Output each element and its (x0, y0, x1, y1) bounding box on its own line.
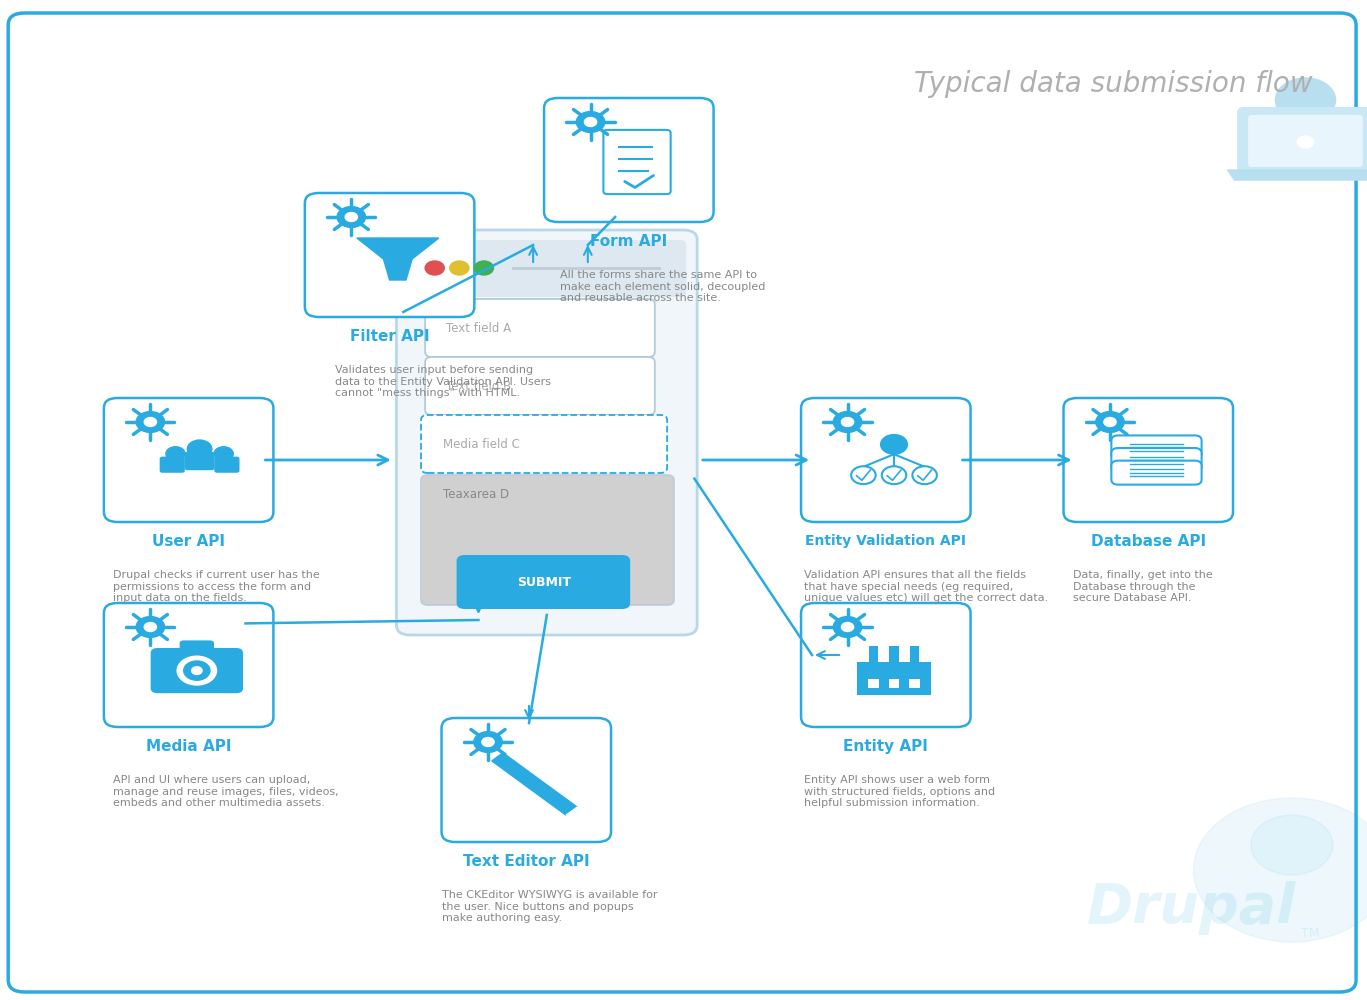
FancyBboxPatch shape (179, 640, 215, 658)
Circle shape (1251, 815, 1333, 875)
Text: Entity Validation API: Entity Validation API (805, 534, 966, 548)
Circle shape (187, 440, 212, 458)
Circle shape (1105, 418, 1115, 426)
Text: Filter API: Filter API (350, 329, 429, 344)
FancyBboxPatch shape (1237, 107, 1367, 175)
FancyBboxPatch shape (1111, 461, 1202, 485)
Text: Validation API ensures that all the fields
that have special needs (eg required,: Validation API ensures that all the fiel… (804, 570, 1048, 603)
Circle shape (425, 261, 444, 275)
Polygon shape (1228, 170, 1367, 180)
FancyBboxPatch shape (8, 13, 1356, 992)
Circle shape (474, 261, 493, 275)
Circle shape (1297, 136, 1314, 148)
Text: Teaxarea D: Teaxarea D (443, 488, 509, 502)
Circle shape (338, 207, 365, 227)
Circle shape (852, 466, 876, 484)
FancyBboxPatch shape (868, 678, 879, 688)
FancyBboxPatch shape (425, 357, 655, 415)
Circle shape (474, 732, 502, 752)
FancyBboxPatch shape (104, 603, 273, 727)
Circle shape (215, 447, 234, 461)
FancyBboxPatch shape (407, 240, 686, 297)
Text: API and UI where users can upload,
manage and reuse images, files, videos,
embed: API and UI where users can upload, manag… (113, 775, 339, 808)
FancyBboxPatch shape (909, 678, 920, 688)
Circle shape (1275, 78, 1336, 122)
Text: Text Editor API: Text Editor API (463, 854, 589, 869)
Circle shape (880, 435, 908, 454)
Circle shape (165, 447, 185, 461)
FancyBboxPatch shape (215, 457, 239, 473)
Polygon shape (357, 238, 439, 259)
FancyBboxPatch shape (801, 603, 971, 727)
Circle shape (191, 667, 202, 674)
FancyBboxPatch shape (1064, 398, 1233, 522)
Text: Text field A: Text field A (446, 322, 511, 334)
FancyBboxPatch shape (185, 452, 215, 470)
Text: User API: User API (152, 534, 226, 549)
Circle shape (882, 466, 906, 484)
FancyBboxPatch shape (603, 130, 671, 194)
Circle shape (137, 412, 164, 432)
FancyBboxPatch shape (909, 646, 920, 662)
Circle shape (585, 118, 596, 126)
Text: Entity API: Entity API (843, 739, 928, 754)
Polygon shape (566, 807, 584, 820)
Text: Database API: Database API (1091, 534, 1206, 549)
FancyBboxPatch shape (421, 475, 674, 605)
Text: Text field B: Text field B (446, 379, 511, 392)
FancyBboxPatch shape (857, 662, 931, 695)
FancyBboxPatch shape (442, 718, 611, 842)
FancyBboxPatch shape (801, 398, 971, 522)
FancyBboxPatch shape (544, 98, 714, 222)
Text: Entity API shows user a web form
with structured fields, options and
helpful sub: Entity API shows user a web form with st… (804, 775, 995, 808)
Circle shape (178, 656, 216, 685)
Circle shape (834, 412, 861, 432)
Circle shape (1096, 412, 1124, 432)
FancyBboxPatch shape (457, 555, 630, 609)
Polygon shape (492, 753, 577, 815)
FancyBboxPatch shape (160, 457, 185, 473)
FancyBboxPatch shape (421, 415, 667, 473)
Text: Media field C: Media field C (443, 438, 519, 450)
FancyBboxPatch shape (1111, 435, 1202, 459)
Circle shape (483, 738, 493, 746)
FancyBboxPatch shape (150, 648, 243, 693)
FancyBboxPatch shape (599, 127, 675, 197)
Text: SUBMIT: SUBMIT (517, 576, 571, 588)
Text: All the forms share the same API to
make each element solid, decoupled
and reusa: All the forms share the same API to make… (560, 270, 766, 303)
Text: Drupal: Drupal (1087, 881, 1296, 935)
Circle shape (145, 418, 156, 426)
Text: Data, finally, get into the
Database through the
secure Database API.: Data, finally, get into the Database thr… (1073, 570, 1213, 603)
Text: TM: TM (1301, 927, 1321, 940)
Circle shape (577, 112, 604, 132)
FancyBboxPatch shape (868, 646, 879, 662)
Polygon shape (383, 259, 413, 280)
Circle shape (912, 466, 936, 484)
Circle shape (450, 261, 469, 275)
Circle shape (137, 617, 164, 637)
Circle shape (834, 617, 861, 637)
Circle shape (346, 213, 357, 221)
Text: Media API: Media API (146, 739, 231, 754)
FancyBboxPatch shape (305, 193, 474, 317)
Circle shape (183, 661, 211, 680)
FancyBboxPatch shape (104, 398, 273, 522)
FancyBboxPatch shape (889, 646, 899, 662)
Text: The CKEditor WYSIWYG is available for
the user. Nice buttons and popups
make aut: The CKEditor WYSIWYG is available for th… (442, 890, 658, 923)
FancyBboxPatch shape (1111, 448, 1202, 472)
FancyBboxPatch shape (1248, 115, 1363, 167)
Circle shape (842, 418, 853, 426)
Text: Form API: Form API (591, 234, 667, 249)
Text: Drupal checks if current user has the
permissions to access the form and
input d: Drupal checks if current user has the pe… (113, 570, 320, 603)
Circle shape (1193, 798, 1367, 942)
Text: Typical data submission flow: Typical data submission flow (913, 70, 1312, 98)
FancyBboxPatch shape (396, 230, 697, 635)
FancyBboxPatch shape (425, 299, 655, 357)
Circle shape (842, 623, 853, 631)
Text: Validates user input before sending
data to the Entity Validation API. Users
can: Validates user input before sending data… (335, 365, 551, 398)
Circle shape (145, 623, 156, 631)
FancyBboxPatch shape (889, 678, 899, 688)
